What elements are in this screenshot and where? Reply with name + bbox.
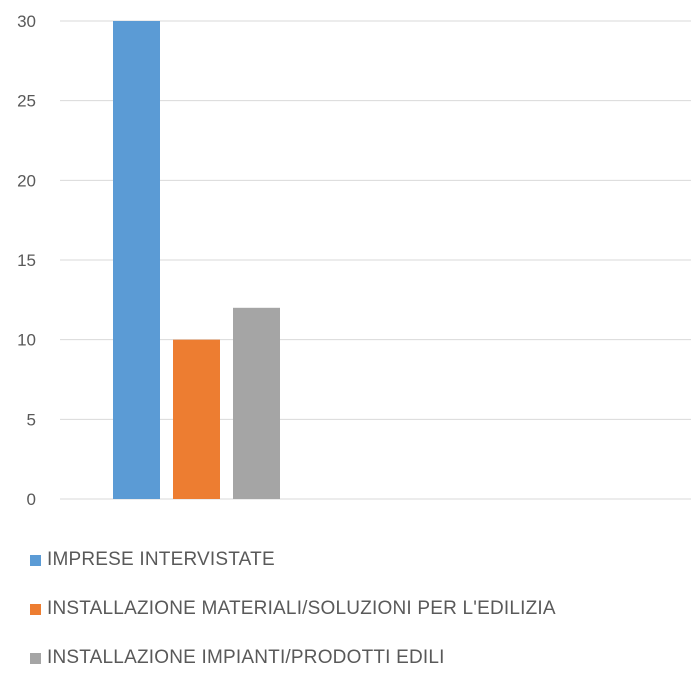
bar-2	[173, 339, 220, 499]
y-tick-label: 5	[27, 410, 36, 429]
bar-3	[233, 307, 280, 499]
legend-item: IMPRESE INTERVISTATE	[30, 548, 556, 572]
gridlines	[60, 20, 691, 500]
legend-item: INSTALLAZIONE IMPIANTI/PRODOTTI EDILI	[30, 646, 556, 670]
y-tick-label: 30	[17, 12, 36, 31]
bar-chart: 0 5 10 15 20 25 30	[17, 12, 691, 509]
legend-swatch	[30, 554, 41, 566]
legend-swatch	[30, 603, 41, 615]
legend-item: INSTALLAZIONE MATERIALI/SOLUZIONI PER L'…	[30, 597, 556, 621]
bar-1	[113, 21, 160, 499]
chart-container: 0 5 10 15 20 25 30 IMPRESE INTERVISTATE INSTALL…	[17, 12, 691, 668]
y-tick-label: 25	[17, 92, 36, 111]
legend-label: INSTALLAZIONE IMPIANTI/PRODOTTI EDILI	[47, 647, 445, 668]
y-tick-label: 20	[17, 171, 36, 190]
legend-label: IMPRESE INTERVISTATE	[47, 549, 275, 570]
bars	[113, 21, 280, 499]
y-tick-label: 15	[17, 251, 36, 270]
legend-swatch	[30, 652, 41, 664]
legend: IMPRESE INTERVISTATE INSTALLAZIONE MATERI…	[30, 548, 556, 695]
legend-label: INSTALLAZIONE MATERIALI/SOLUZIONI PER L'…	[47, 598, 556, 619]
y-tick-label: 10	[17, 331, 36, 350]
y-tick-label: 0	[27, 490, 36, 509]
y-axis-ticks: 0 5 10 15 20 25 30	[17, 12, 36, 509]
